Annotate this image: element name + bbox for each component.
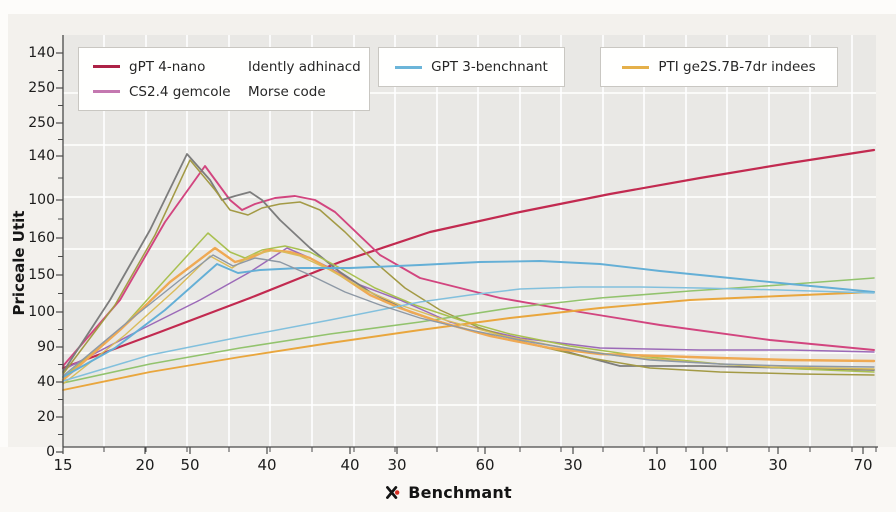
legend-label: PTI ge2S.7B-7dr indees xyxy=(658,59,816,75)
legend-box-3: PTI ge2S.7B-7dr indees xyxy=(600,47,838,87)
x-tick-label: 100 xyxy=(688,456,718,474)
series-line-gpt-4-nano xyxy=(61,148,876,370)
series-line-gray-peak xyxy=(62,153,875,373)
legend-item: PTI ge2S.7B-7dr indees xyxy=(615,54,823,80)
y-tick-label: 250 xyxy=(28,115,55,131)
y-tick-label: 100 xyxy=(28,192,55,208)
x-axis-title-text: Benchmant xyxy=(408,483,512,502)
y-tick-label: 140 xyxy=(28,45,55,61)
y-tick-label: 150 xyxy=(28,267,55,283)
legend-note: Idently adhinacd xyxy=(248,58,361,75)
y-tick-label: 140 xyxy=(28,148,55,164)
legend-swatch xyxy=(395,65,423,69)
x-mark-icon xyxy=(386,486,400,499)
x-tick-label: 30 xyxy=(387,456,407,474)
legend-label: GPT 3-benchnant xyxy=(431,59,548,75)
y-tick-label: 250 xyxy=(28,80,55,96)
x-tick-label: 30 xyxy=(768,456,788,474)
x-tick-label: 50 xyxy=(180,456,200,474)
y-tick-label: 160 xyxy=(28,230,55,246)
series-line-olive-aux xyxy=(62,159,875,376)
legend-swatch xyxy=(622,65,650,69)
legend-label: gPT 4-nano xyxy=(129,58,206,75)
y-tick-label: 100 xyxy=(28,304,55,320)
x-tick-label: 60 xyxy=(475,456,495,474)
legend-label: CS2.4 gemcole xyxy=(129,83,231,100)
legend-box-2: GPT 3-benchnant xyxy=(378,47,565,87)
series-line-gpt-3-benchnant xyxy=(62,260,875,378)
legend-item: gPT 4-nano Idently adhinacd xyxy=(93,54,361,79)
x-tick-label: 40 xyxy=(257,456,277,474)
x-tick-label: 20 xyxy=(135,456,155,474)
x-axis-title: Benchmant xyxy=(0,483,896,502)
y-tick-label: 20 xyxy=(37,409,55,425)
x-tick-label: 40 xyxy=(340,456,360,474)
y-tick-label: 40 xyxy=(37,374,55,390)
legend-item: GPT 3-benchnant xyxy=(393,54,550,80)
series-line-blue-lower xyxy=(62,286,875,382)
x-tick-label: 70 xyxy=(853,456,873,474)
series-line-slate-aux xyxy=(62,254,875,377)
legend-note: Morse code xyxy=(248,83,326,100)
legend-swatch xyxy=(93,65,120,68)
chart-bottom-margin xyxy=(0,447,896,512)
legend-box-1: gPT 4-nano Idently adhinacd CS2.4 gemcole M… xyxy=(78,47,370,111)
legend-swatch xyxy=(93,90,120,93)
series-line-pti-ge2s-7b-7dr-indees xyxy=(62,291,875,391)
series-line-green-riser xyxy=(62,277,875,384)
x-tick-label: 10 xyxy=(647,456,667,474)
x-tick-label: 15 xyxy=(53,456,73,474)
y-tick-label: 90 xyxy=(37,339,55,355)
y-axis-title: Priceale Utit xyxy=(10,210,28,316)
series-line-cs2-4-gemcole xyxy=(62,165,875,367)
x-tick-label: 30 xyxy=(563,456,583,474)
legend-item: CS2.4 gemcole Morse code xyxy=(93,79,355,104)
y-tick-label: 0 xyxy=(46,444,55,460)
